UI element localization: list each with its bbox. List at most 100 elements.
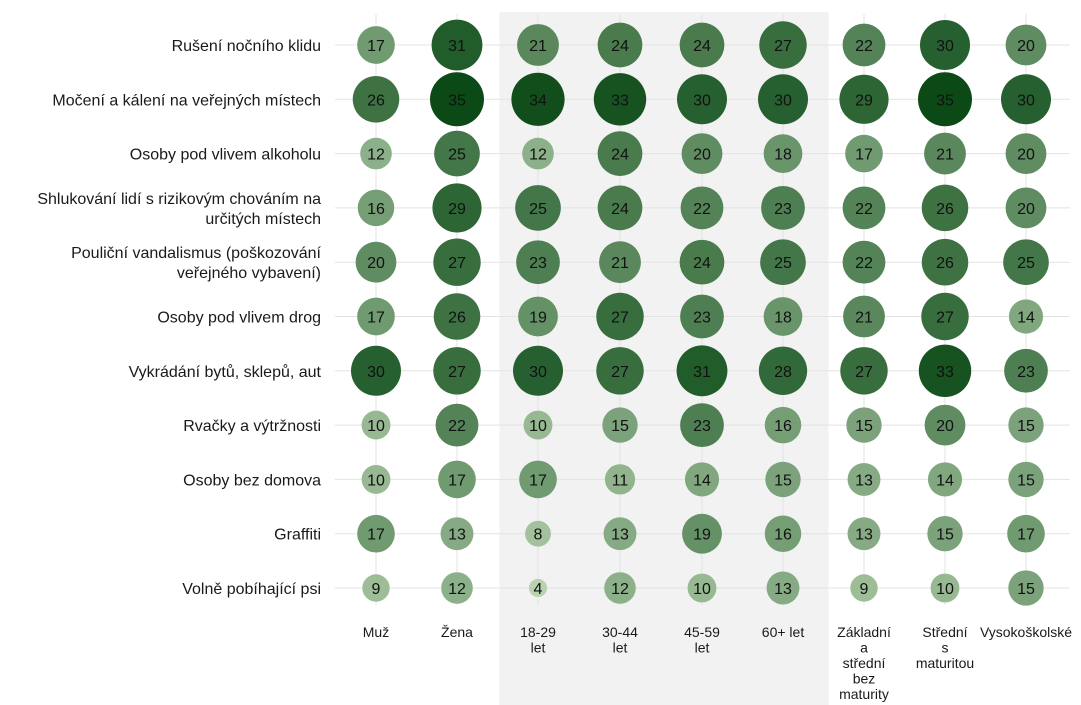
bubble (597, 131, 643, 176)
bubble (687, 573, 717, 603)
bubble (357, 26, 395, 64)
bubble-value-label: 25 (529, 201, 547, 218)
bubble-value-label: 15 (936, 527, 954, 544)
bubble (522, 137, 554, 170)
bubble-value-label: 10 (529, 418, 547, 435)
bubble-value-label: 19 (529, 310, 547, 327)
bubble (1005, 24, 1047, 66)
bubble-value-label: 33 (611, 92, 629, 109)
bubble-value-label: 10 (693, 581, 711, 598)
bubble (357, 189, 395, 227)
bubble-value-label: 10 (367, 418, 385, 435)
column-label: 30-44 (602, 624, 638, 640)
column-label: maturity (839, 686, 889, 702)
bubble (511, 72, 565, 126)
bubble (441, 572, 473, 604)
bubble-value-label: 30 (529, 364, 547, 381)
bubble (361, 464, 391, 494)
bubble-value-label: 31 (693, 364, 711, 381)
bubble (764, 406, 802, 444)
row-label: Osoby pod vlivem drog (157, 310, 321, 327)
bubble-value-label: 9 (372, 581, 381, 598)
bubble-value-label: 12 (529, 147, 547, 164)
bubble-value-label: 14 (1017, 310, 1035, 327)
column-label: Muž (363, 624, 389, 640)
bubble (758, 346, 808, 395)
bubble (680, 186, 724, 230)
bubble (921, 184, 969, 232)
bubble-value-label: 30 (367, 364, 385, 381)
bubble (921, 238, 969, 286)
bubble-value-label: 20 (1017, 38, 1035, 55)
bubble-value-label: 15 (774, 472, 792, 489)
bubble (360, 137, 392, 170)
bubble-value-label: 29 (448, 201, 466, 218)
bubble (927, 516, 963, 552)
bubble-value-label: 15 (611, 418, 629, 435)
row-label: Vykrádání bytů, sklepů, aut (129, 363, 322, 381)
bubble (840, 347, 888, 395)
row-label: určitých místech (205, 211, 321, 228)
bubble (430, 72, 484, 127)
bubble-value-label: 35 (936, 92, 954, 109)
bubble-value-label: 20 (367, 255, 385, 272)
bubble (760, 239, 806, 286)
bubble (918, 72, 972, 127)
bubble-value-label: 33 (936, 364, 954, 381)
bubble-value-label: 24 (693, 255, 711, 272)
bubble (519, 460, 557, 499)
bubble-value-label: 35 (448, 92, 466, 109)
bubble (930, 573, 960, 603)
bubble-value-label: 25 (1017, 255, 1035, 272)
bubble (1007, 514, 1045, 553)
bubble-value-label: 23 (529, 255, 547, 272)
bubble (847, 517, 881, 551)
bubble (513, 345, 563, 396)
column-label: 18-29 (520, 624, 556, 640)
bubble-value-label: 19 (693, 527, 711, 544)
bubble (362, 574, 390, 602)
bubble-value-label: 26 (367, 92, 385, 109)
column-label: Střední (922, 624, 967, 640)
bubble-value-label: 23 (1017, 364, 1035, 381)
row-label: veřejného vybavení) (177, 265, 321, 282)
bubble (517, 24, 559, 66)
bubble (355, 241, 397, 283)
bubble-value-label: 9 (860, 581, 869, 598)
bubble (845, 134, 883, 173)
bubble (682, 513, 722, 554)
bubble (759, 21, 807, 69)
bubble-value-label: 20 (1017, 201, 1035, 218)
bubble-value-label: 17 (1017, 527, 1035, 544)
bubble-value-label: 18 (774, 310, 792, 327)
bubble-value-label: 27 (936, 310, 954, 327)
row-label: Pouliční vandalismus (poškozování (71, 245, 321, 262)
bubble-value-label: 10 (936, 581, 954, 598)
bubble-value-label: 17 (448, 472, 466, 489)
column-label: a (860, 640, 868, 656)
bubble-value-label: 23 (693, 418, 711, 435)
bubble (528, 578, 548, 598)
bubble-value-label: 16 (774, 418, 792, 435)
bubble (758, 74, 808, 125)
bubble (843, 295, 885, 338)
bubble (1008, 407, 1044, 443)
bubble-value-label: 21 (936, 147, 954, 164)
row-label: Osoby pod vlivem alkoholu (130, 147, 321, 164)
bubble-value-label: 8 (534, 527, 543, 544)
bubble-value-label: 12 (448, 581, 466, 598)
bubble (1005, 133, 1047, 175)
bubble (433, 347, 481, 395)
bubble (440, 517, 474, 551)
bubble (842, 23, 886, 67)
row-label: Osoby bez domova (183, 472, 321, 489)
bubble (435, 403, 479, 447)
column-label: let (531, 640, 546, 656)
column-label: maturitou (916, 655, 974, 671)
bubble (764, 515, 802, 552)
bubble-value-label: 27 (774, 38, 792, 55)
bubble-value-label: 27 (855, 364, 873, 381)
bubble-value-label: 26 (936, 255, 954, 272)
bubble-value-label: 20 (1017, 147, 1035, 164)
